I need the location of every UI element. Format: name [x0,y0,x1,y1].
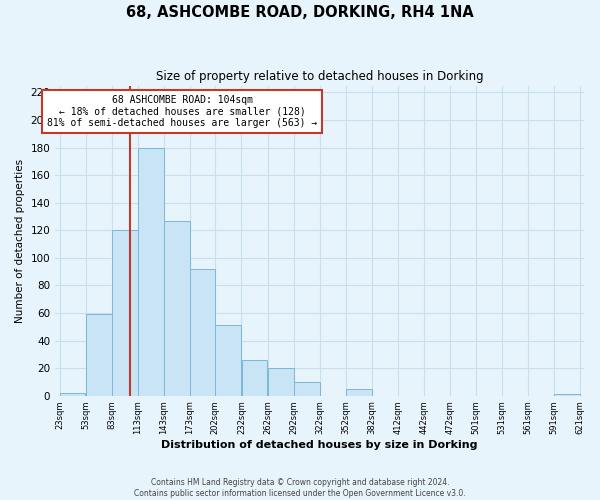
Bar [59,393,85,396]
Bar [112,230,138,396]
Bar [86,314,112,396]
Text: Contains HM Land Registry data © Crown copyright and database right 2024.
Contai: Contains HM Land Registry data © Crown c… [134,478,466,498]
Bar [164,220,190,396]
Bar [268,368,293,396]
Bar [138,148,164,396]
X-axis label: Distribution of detached houses by size in Dorking: Distribution of detached houses by size … [161,440,478,450]
Title: Size of property relative to detached houses in Dorking: Size of property relative to detached ho… [156,70,484,83]
Y-axis label: Number of detached properties: Number of detached properties [15,158,25,322]
Bar [215,326,241,396]
Text: 68, ASHCOMBE ROAD, DORKING, RH4 1NA: 68, ASHCOMBE ROAD, DORKING, RH4 1NA [126,5,474,20]
Bar [190,269,215,396]
Text: 68 ASHCOMBE ROAD: 104sqm
← 18% of detached houses are smaller (128)
81% of semi-: 68 ASHCOMBE ROAD: 104sqm ← 18% of detach… [47,95,317,128]
Bar [554,394,580,396]
Bar [242,360,268,396]
Bar [346,389,372,396]
Bar [294,382,320,396]
